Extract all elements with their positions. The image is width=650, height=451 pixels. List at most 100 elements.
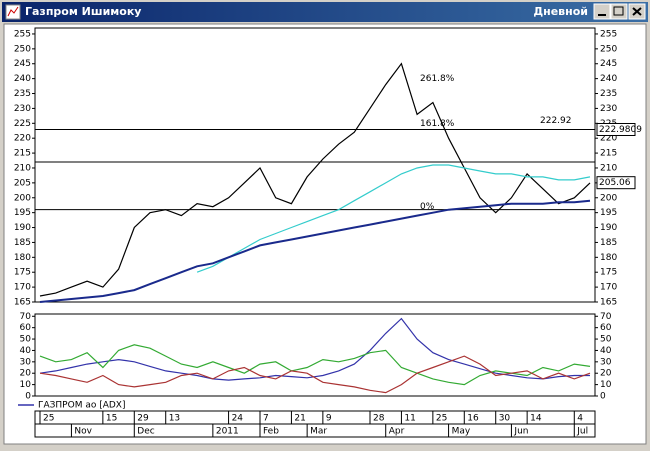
y-tick-label-right: 220 bbox=[600, 134, 617, 144]
y-tick-label: 255 bbox=[14, 29, 31, 39]
x-tick-label: 29 bbox=[137, 414, 149, 424]
y-tick-label-right: 190 bbox=[600, 223, 617, 233]
y-tick-label: 185 bbox=[14, 238, 31, 248]
x-tick-label: 30 bbox=[499, 414, 511, 424]
month-label: Mar bbox=[310, 427, 327, 437]
y-tick-label-right: 230 bbox=[600, 104, 617, 114]
x-tick-label: 16 bbox=[467, 414, 479, 424]
plot-frame bbox=[34, 27, 596, 303]
x-tick-label: 13 bbox=[169, 414, 180, 424]
y-tick-label-right: 245 bbox=[600, 59, 617, 69]
price-box bbox=[596, 176, 636, 190]
y-tick-label-right: 30 bbox=[600, 357, 612, 367]
price-box-label: 222.9809 bbox=[599, 125, 642, 135]
series-line bbox=[39, 344, 591, 386]
x-tick-label: 15 bbox=[106, 414, 117, 424]
annotation: 222.92 bbox=[540, 116, 572, 126]
y-tick-label: 20 bbox=[20, 369, 32, 379]
y-tick-label: 175 bbox=[14, 268, 31, 278]
app-icon-glyph bbox=[7, 6, 19, 17]
minimize-button[interactable] bbox=[593, 3, 611, 20]
series-line bbox=[39, 199, 591, 303]
y-tick-label-right: 50 bbox=[600, 335, 612, 345]
y-tick-label: 190 bbox=[14, 223, 31, 233]
y-tick-label: 210 bbox=[14, 163, 31, 173]
close-glyph bbox=[632, 7, 642, 16]
x-tick-label: 7 bbox=[263, 414, 269, 424]
y-tick-label-right: 10 bbox=[600, 380, 612, 390]
series-line bbox=[39, 62, 591, 297]
x-tick-label: 9 bbox=[326, 414, 332, 424]
y-tick-label-right: 210 bbox=[600, 163, 617, 173]
y-tick-label: 215 bbox=[14, 149, 31, 159]
window-title: Газпром Ишимоку bbox=[25, 5, 141, 18]
plot-frame bbox=[34, 313, 596, 397]
annotation: 161.8% bbox=[420, 119, 455, 129]
price-box bbox=[596, 122, 636, 136]
month-label: 2011 bbox=[216, 427, 239, 437]
maximize-glyph bbox=[613, 6, 624, 16]
y-tick-label: 240 bbox=[14, 74, 31, 84]
month-label: Dec bbox=[137, 427, 154, 437]
y-tick-label-right: 235 bbox=[600, 89, 617, 99]
y-tick-label: 40 bbox=[20, 346, 32, 356]
period-mode: Дневной bbox=[533, 5, 588, 18]
x-tick-label: 21 bbox=[294, 414, 305, 424]
y-tick-label-right: 165 bbox=[600, 298, 617, 308]
month-label: Apr bbox=[389, 427, 405, 437]
month-label: Feb bbox=[263, 427, 279, 437]
y-tick-label: 180 bbox=[14, 253, 31, 263]
y-tick-label-right: 200 bbox=[600, 193, 617, 203]
y-tick-label-right: 20 bbox=[600, 369, 612, 379]
y-tick-label: 200 bbox=[14, 193, 31, 203]
y-tick-label: 230 bbox=[14, 104, 31, 114]
x-tick-label: 4 bbox=[577, 414, 583, 424]
series-line bbox=[39, 317, 590, 381]
annotation: 261.8% bbox=[420, 74, 455, 84]
month-label: May bbox=[452, 427, 471, 437]
y-tick-label-right: 180 bbox=[600, 253, 617, 263]
y-tick-label: 70 bbox=[20, 312, 32, 322]
month-label: Jul bbox=[576, 427, 588, 437]
y-tick-label-right: 215 bbox=[600, 149, 617, 159]
month-label: Jun bbox=[513, 427, 528, 437]
y-tick-label: 30 bbox=[20, 357, 32, 367]
y-tick-label: 220 bbox=[14, 134, 31, 144]
y-tick-label-right: 240 bbox=[600, 74, 617, 84]
y-tick-label: 50 bbox=[20, 335, 32, 345]
y-tick-label: 10 bbox=[20, 380, 32, 390]
y-tick-label: 60 bbox=[20, 323, 32, 333]
y-tick-label-right: 60 bbox=[600, 323, 612, 333]
series-line bbox=[196, 164, 591, 273]
series-line bbox=[39, 355, 591, 394]
y-tick-label: 195 bbox=[14, 208, 31, 218]
y-tick-label-right: 195 bbox=[600, 208, 617, 218]
y-tick-label-right: 70 bbox=[600, 312, 612, 322]
y-tick-label-right: 40 bbox=[600, 346, 612, 356]
x-tick-label: 24 bbox=[232, 414, 244, 424]
x-tick-label: 14 bbox=[530, 414, 542, 424]
legend-label: ГАЗПРОМ ао [ADX] bbox=[38, 401, 125, 411]
y-tick-label: 235 bbox=[14, 89, 31, 99]
y-tick-label: 205 bbox=[14, 178, 31, 188]
y-tick-label: 0 bbox=[25, 392, 31, 402]
y-tick-label: 165 bbox=[14, 298, 31, 308]
x-tick-label: 25 bbox=[436, 414, 447, 424]
y-tick-label: 250 bbox=[14, 44, 31, 54]
y-tick-label-right: 175 bbox=[600, 268, 617, 278]
y-tick-label-right: 255 bbox=[600, 29, 617, 39]
x-tick-label: 11 bbox=[404, 414, 415, 424]
month-label: Nov bbox=[74, 427, 92, 437]
y-tick-label: 170 bbox=[14, 283, 31, 293]
y-tick-label: 245 bbox=[14, 59, 31, 69]
y-tick-label-right: 170 bbox=[600, 283, 617, 293]
x-tick-label: 28 bbox=[373, 414, 385, 424]
y-tick-label-right: 250 bbox=[600, 44, 617, 54]
price-box-label: 205.06 bbox=[599, 178, 631, 188]
y-tick-label-right: 185 bbox=[600, 238, 617, 248]
y-tick-label: 225 bbox=[14, 119, 31, 129]
maximize-button[interactable] bbox=[610, 3, 628, 20]
title-bar bbox=[2, 2, 648, 22]
annotation: 0% bbox=[420, 202, 435, 212]
